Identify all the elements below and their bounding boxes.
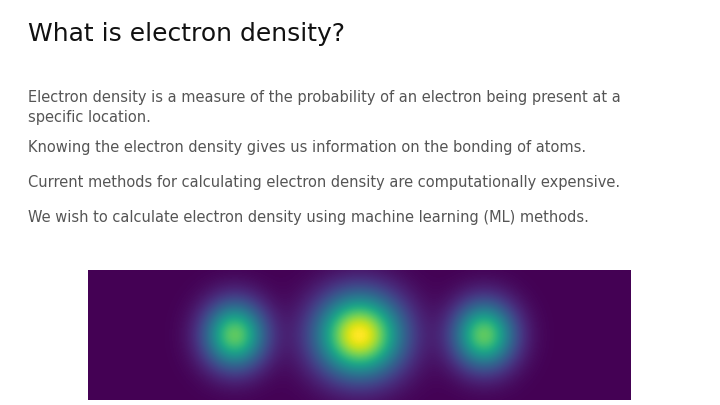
Text: Electron density is a measure of the probability of an electron being present at: Electron density is a measure of the pro…	[28, 90, 621, 125]
Text: Knowing the electron density gives us information on the bonding of atoms.: Knowing the electron density gives us in…	[28, 140, 586, 155]
Text: What is electron density?: What is electron density?	[28, 22, 345, 46]
Text: We wish to calculate electron density using machine learning (ML) methods.: We wish to calculate electron density us…	[28, 210, 589, 225]
Text: Current methods for calculating electron density are computationally expensive.: Current methods for calculating electron…	[28, 175, 620, 190]
